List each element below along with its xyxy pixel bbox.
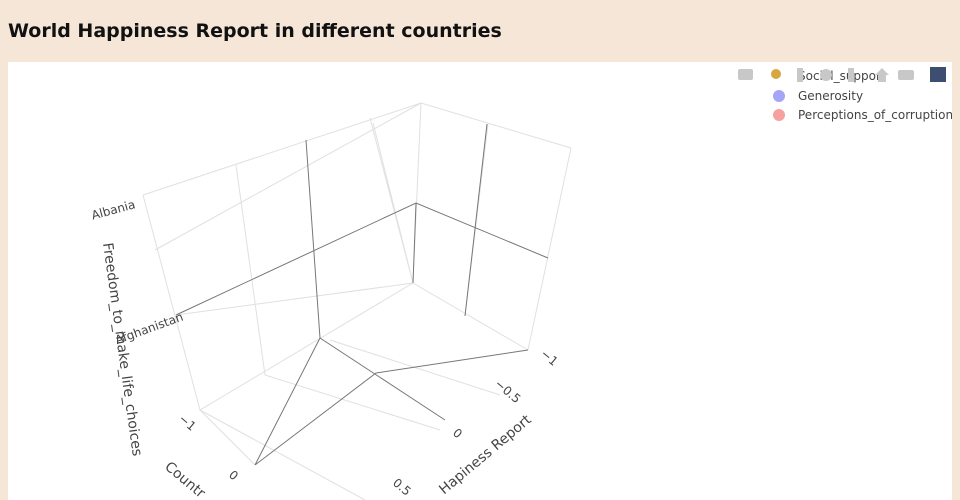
camera-reset-button[interactable]	[898, 70, 914, 80]
y-tick-label: Albania	[90, 197, 137, 222]
z-tick-label: 0	[226, 468, 241, 484]
z-tick-label: −1	[176, 412, 199, 434]
legend-marker[interactable]	[773, 109, 785, 121]
y-axis-title: Freedom_to_make_life_choices	[99, 242, 145, 457]
reset-button[interactable]	[875, 68, 889, 82]
x-axis-title: Hapiness Report	[436, 412, 535, 498]
legend-label[interactable]: Generosity	[798, 89, 863, 103]
zoom-button[interactable]	[771, 69, 781, 79]
turntable-button[interactable]	[848, 68, 854, 82]
x-tick-label: −0.5	[492, 377, 523, 406]
camera-button[interactable]	[738, 69, 753, 80]
z-axis-title: Countr	[161, 459, 208, 500]
plot: Albania Afghanistan Freedom_to_make_life…	[8, 62, 952, 500]
legend-marker[interactable]	[773, 90, 785, 102]
x-tick-label: −1	[538, 347, 561, 369]
scene: Albania Afghanistan Freedom_to_make_life…	[90, 67, 952, 500]
x-tick-label: 0	[450, 426, 465, 442]
orbit-button[interactable]	[820, 69, 832, 81]
legend-label[interactable]: Social_support	[798, 69, 886, 83]
page-title: World Happiness Report in different coun…	[8, 20, 502, 42]
plotly-logo[interactable]	[930, 67, 946, 82]
x-tick-label: 0.5	[390, 476, 414, 499]
legend-label[interactable]: Perceptions_of_corruption	[798, 108, 952, 122]
pan-button[interactable]	[797, 68, 803, 82]
modebar	[738, 67, 946, 82]
